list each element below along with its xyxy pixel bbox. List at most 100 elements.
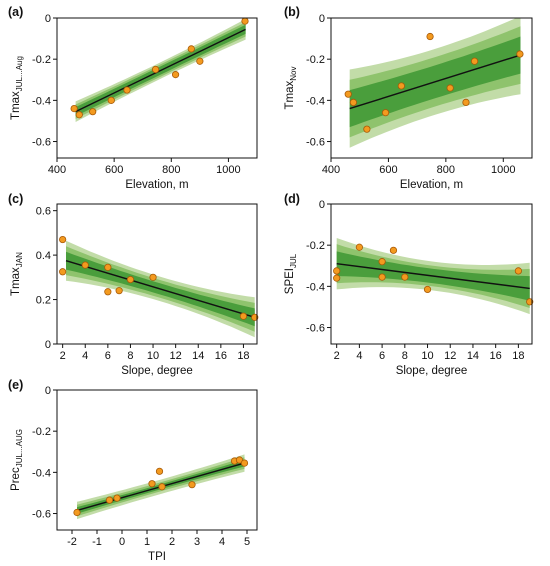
y-tick-label: 0 [45,339,51,351]
data-point [75,111,83,119]
data-point [151,65,160,74]
x-tick-label: 4 [356,350,362,362]
data-point [188,481,196,489]
y-tick-label: -0.4 [306,281,325,293]
x-tick-label: 1000 [216,164,240,176]
data-point [239,312,248,320]
x-tick-label: 1 [144,536,150,548]
y-tick-label: -0.2 [306,240,325,252]
y-tick-label: 0 [319,13,325,25]
data-point [158,483,166,491]
data-point [397,82,405,90]
data-point [123,86,131,94]
data-point [401,273,409,281]
data-point [423,285,432,294]
data-point [155,467,164,475]
x-tick-label: 16 [215,350,227,362]
x-axis-label: TPI [148,551,166,563]
y-tick-label: -0.4 [32,95,51,107]
y-tick-label: -0.6 [32,509,51,521]
data-point [333,274,341,282]
panel-b: 400 600 800 1000 0 -0.2 -0.4 -0.6 Elevation, m Tm… [284,5,533,191]
data-point [89,108,97,116]
data-point [526,298,534,306]
x-tick-label: 4 [219,536,225,548]
plot-frame [330,203,533,345]
data-point [381,109,390,117]
data-point [344,90,352,98]
y-axis-label-main: Tmax [10,91,22,120]
x-tick-label: 400 [48,164,66,176]
y-tick-label: -0.6 [32,137,51,149]
data-point [446,84,454,92]
data-point [196,57,204,65]
data-point [378,258,386,266]
data-point [59,268,67,276]
data-point [389,246,398,254]
y-tick-label: 0 [45,385,51,397]
data-point [59,235,67,244]
panel-a: 400 600 800 1000 0 -0.2 -0.4 -0.6 Elevation, m Tm… [8,5,258,191]
data-point [107,96,115,104]
y-axis-label-main: Prec [10,467,22,491]
y-axis-label-main: SPEI [284,268,296,294]
data-point [81,261,89,269]
data-point [514,267,522,275]
x-tick-label: 18 [237,350,249,362]
x-tick-label: 600 [105,164,123,176]
y-tick-label: -0.2 [32,426,51,438]
y-tick-label: 0.2 [36,295,51,307]
y-axis-label: TmaxJAN [10,252,24,296]
x-tick-label: 18 [512,350,524,362]
data-point [363,125,371,133]
panel-c: 2 4 6 8 10 12 14 16 18 0 0.2 0.4 0.6 Slope, degree Tma… [8,192,259,377]
x-tick-label: 12 [444,350,456,362]
data-point [462,98,470,107]
x-tick-label: 800 [162,164,180,176]
x-tick-label: 2 [334,350,340,362]
x-axis-label: Elevation, m [400,179,463,191]
fit-line [65,259,255,319]
x-tick-label: 12 [170,350,182,362]
x-tick-label: 10 [421,350,433,362]
data-point [104,263,112,271]
data-point [240,459,249,467]
y-tick-label: 0.4 [36,250,51,262]
x-tick-label: -1 [92,536,102,548]
data-point [149,273,157,281]
y-axis-label-sub: JAN [15,252,24,267]
x-tick-label: 3 [194,536,200,548]
x-tick-label: 0 [119,536,125,548]
y-tick-label: -0.6 [306,137,325,149]
panel-label: (e) [8,378,23,392]
data-point [148,480,156,488]
y-axis-label: PrecJUL...AUG [10,429,24,491]
panel-e: -2 -1 0 1 2 3 4 5 0 -0.2 -0.4 -0.6 TPI PrecJUL...AUG (… [8,378,258,563]
plot-frame [56,389,258,531]
y-axis-label: SPEIJUL [284,253,298,294]
x-tick-label: 400 [322,164,340,176]
y-axis-label-main: Tmax [10,267,22,296]
y-tick-label: -0.4 [306,95,325,107]
y-axis-label-sub: JUL...AUG [15,429,24,467]
x-tick-label: 8 [127,350,133,362]
data-point [470,57,479,65]
y-tick-label: -0.2 [306,54,325,66]
x-tick-label: 14 [467,350,479,362]
x-tick-label: 4 [82,350,88,362]
data-point [349,98,357,107]
plot-frame [56,203,258,345]
y-tick-label: 0 [45,13,51,25]
x-axis-label: Slope, degree [396,365,468,377]
x-tick-label: 6 [379,350,385,362]
y-axis-label: TmaxNov [284,67,298,110]
data-point [241,17,249,25]
data-point [113,494,121,502]
x-tick-label: 600 [379,164,397,176]
y-tick-label: -0.6 [306,323,325,335]
x-axis-label: Elevation, m [125,179,188,191]
plot-frame [56,17,258,159]
x-tick-label: 1000 [491,164,515,176]
x-tick-label: 2 [169,536,175,548]
